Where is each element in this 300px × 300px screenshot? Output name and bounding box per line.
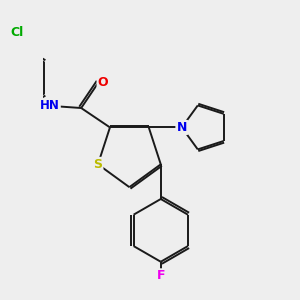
Text: O: O: [98, 76, 108, 88]
Text: N: N: [177, 121, 187, 134]
Text: Cl: Cl: [11, 26, 24, 39]
Text: F: F: [157, 269, 165, 282]
Text: N: N: [177, 121, 187, 134]
Text: HN: HN: [40, 99, 60, 112]
Text: S: S: [94, 158, 103, 171]
